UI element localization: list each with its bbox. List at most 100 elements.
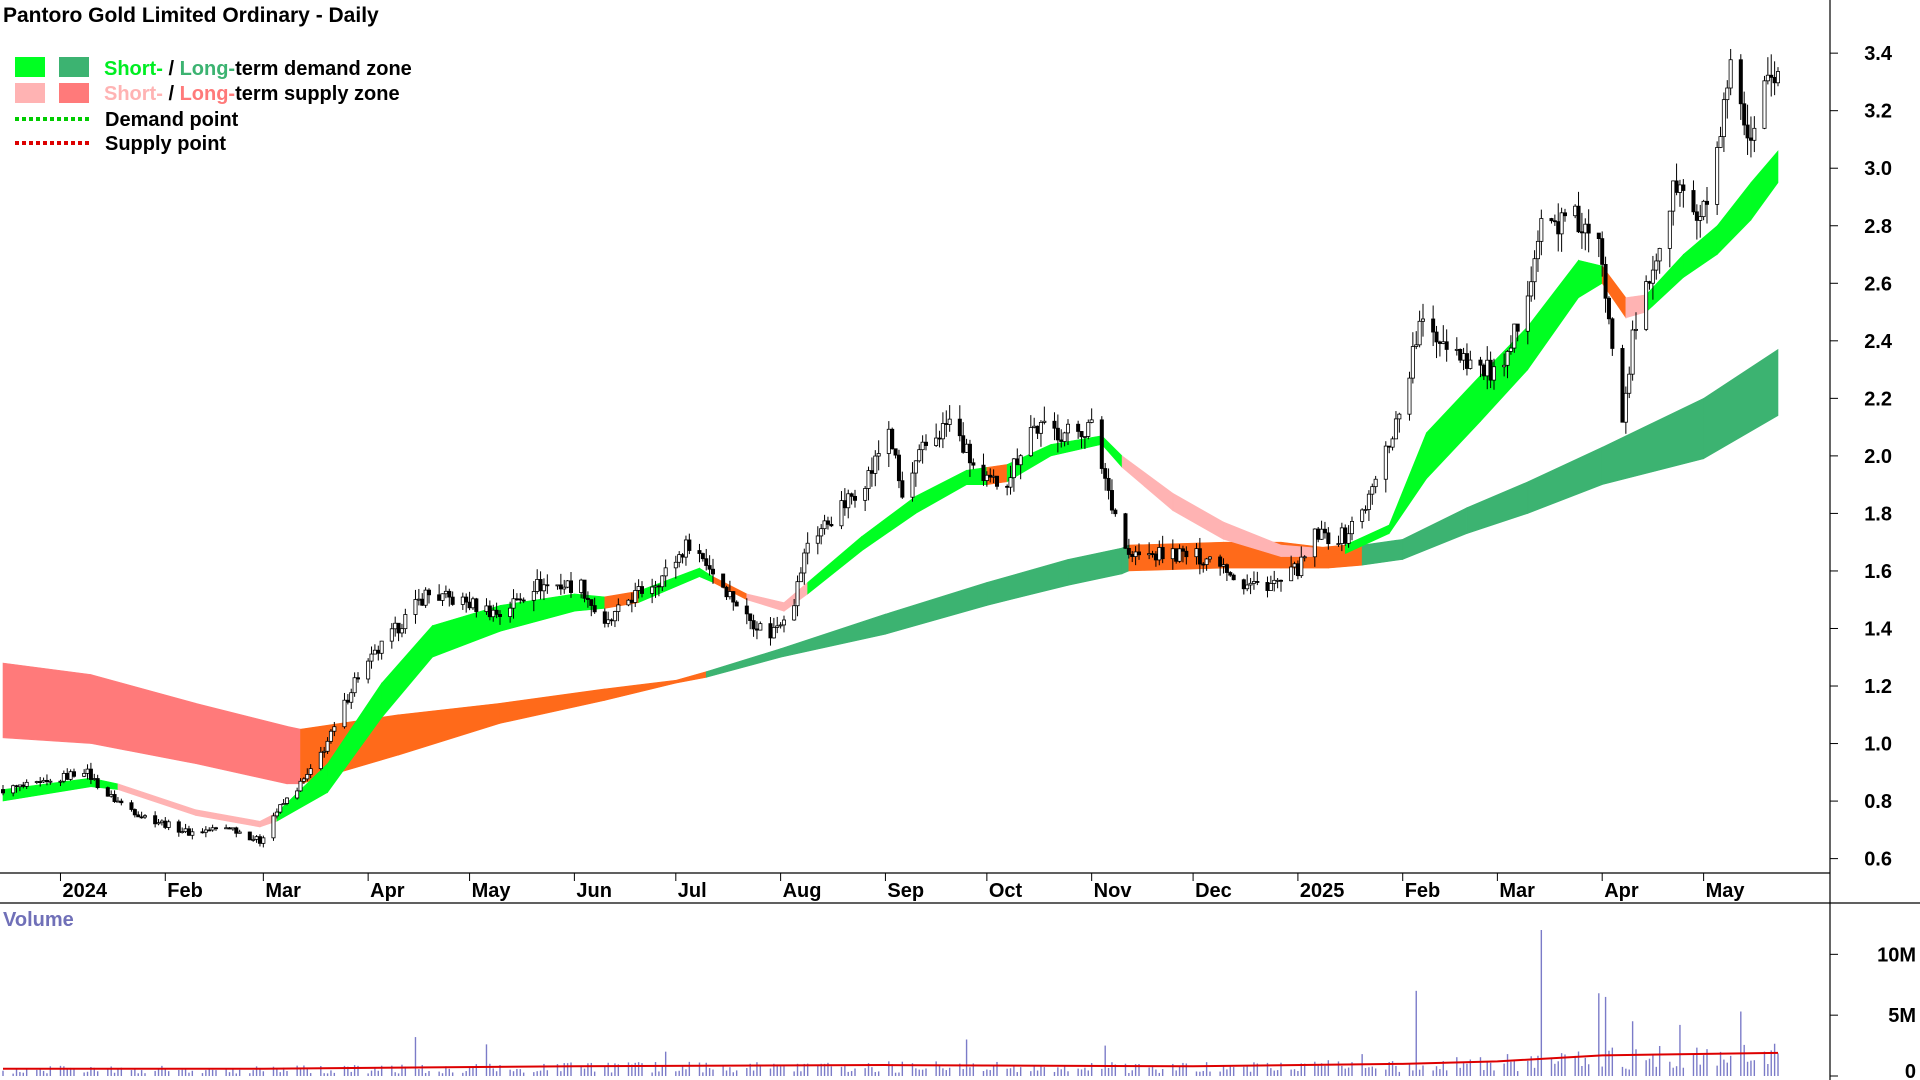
candle-body <box>38 781 43 783</box>
short-term-demand-zone <box>1716 181 1752 256</box>
candle-body <box>92 778 97 780</box>
long-term-overlap-zone <box>604 679 677 701</box>
candle-body <box>876 453 881 457</box>
candle-body <box>426 589 431 596</box>
candle-body <box>1417 320 1422 346</box>
candle-body <box>555 584 560 587</box>
legend-supply-short: Short- <box>104 83 163 105</box>
candle-body <box>1535 240 1540 260</box>
candle-body <box>156 822 161 825</box>
candle-body <box>166 821 171 828</box>
candle-body <box>1015 458 1020 466</box>
candle-body <box>1113 509 1118 515</box>
candle-body <box>721 573 726 588</box>
candle-body <box>48 780 53 783</box>
candle-body <box>1434 331 1439 343</box>
candle-body <box>947 418 952 425</box>
candle-body <box>1106 477 1111 491</box>
candle-body <box>518 598 523 601</box>
candle-body <box>420 598 425 606</box>
candle-body <box>1563 212 1568 217</box>
candle-body <box>1123 513 1128 549</box>
candle-body <box>14 785 19 788</box>
candle-body <box>261 837 266 844</box>
candle-body <box>163 820 168 828</box>
candle-body <box>68 771 73 780</box>
candle-body <box>1454 348 1459 351</box>
candle-body <box>1316 528 1321 540</box>
candle-body <box>815 535 820 544</box>
candle-body <box>1312 528 1317 558</box>
candle-body <box>460 596 465 605</box>
candle-body <box>1529 281 1534 297</box>
candle-body <box>1360 509 1365 522</box>
long-term-demand-zone <box>885 582 988 635</box>
candle-body <box>332 726 337 732</box>
candle-body <box>1674 180 1679 193</box>
candle-body <box>957 418 962 437</box>
candle-body <box>1410 346 1415 379</box>
long-term-supply-zone <box>2 662 92 744</box>
candle-body <box>660 575 665 588</box>
candle-body <box>771 627 776 639</box>
long-term-demand-zone <box>986 559 1069 606</box>
candle-body <box>1525 295 1530 332</box>
candle-body <box>1208 556 1213 560</box>
candle-body <box>1634 328 1639 331</box>
candle-body <box>1272 579 1277 584</box>
candle-body <box>487 605 492 618</box>
month-ticks: 2024 Feb Mar Apr May Jun Jul Aug Sep Oct Nov Dec 202… <box>59 873 1745 902</box>
candle-body <box>210 827 215 831</box>
candle-body <box>1032 425 1037 428</box>
price-ticks: 0.6 0.8 1.0 1.2 1.4 1.6 1.8 2.0 2.2 2.4 2.6 2.8 3.0 3… <box>1830 43 1893 871</box>
candle-body <box>1698 216 1703 221</box>
candle-body <box>82 773 87 777</box>
long-term-demand-zone <box>1527 446 1603 514</box>
candle-body <box>1738 59 1743 105</box>
svg-text:Short- / Long-term demand zone: Short- / Long-term demand zone <box>104 58 412 80</box>
candle-body <box>1481 364 1486 377</box>
candle-body <box>440 593 445 601</box>
candle-body <box>274 811 279 817</box>
candle-body <box>203 829 208 833</box>
price-tick-label: 1.2 <box>1864 676 1892 698</box>
candle-body <box>1573 205 1578 217</box>
candle-body <box>65 773 70 780</box>
long-term-overlap-zone <box>398 702 501 756</box>
candle-body <box>393 622 398 630</box>
legend-demand-long: Long- <box>180 58 236 80</box>
candle-body <box>1339 527 1344 544</box>
candle-body <box>1667 210 1672 249</box>
candle-body <box>866 470 871 489</box>
candle-body <box>58 780 63 783</box>
candle-body <box>1038 421 1043 434</box>
candle-body <box>342 699 347 728</box>
candle-body <box>569 580 574 593</box>
candle-body <box>1502 364 1507 368</box>
candle-body <box>1488 359 1493 381</box>
candle-body <box>1461 353 1466 361</box>
long-term-overlap-zone <box>675 671 707 684</box>
candle-body <box>159 820 164 824</box>
candle-body <box>1610 318 1615 349</box>
candle-body <box>1228 572 1233 576</box>
candle-body <box>1147 553 1152 556</box>
candle-body <box>849 493 854 497</box>
candle-body <box>1336 543 1341 545</box>
candle-body <box>1556 221 1561 235</box>
candle-body <box>44 779 49 783</box>
short-term-demand-zone <box>807 535 863 595</box>
candle-body <box>1184 550 1189 558</box>
candle-body <box>1752 127 1757 141</box>
candle-body <box>24 781 29 787</box>
price-tick-label: 2.2 <box>1864 388 1892 410</box>
candle-body <box>822 520 827 530</box>
price-tick-label: 1.8 <box>1864 503 1892 525</box>
candle-body <box>352 677 357 694</box>
candle-body <box>629 599 634 603</box>
candle-body <box>17 784 22 788</box>
legend-short-supply-swatch <box>15 83 45 103</box>
candle-body <box>792 605 797 621</box>
candle-body <box>616 604 621 612</box>
